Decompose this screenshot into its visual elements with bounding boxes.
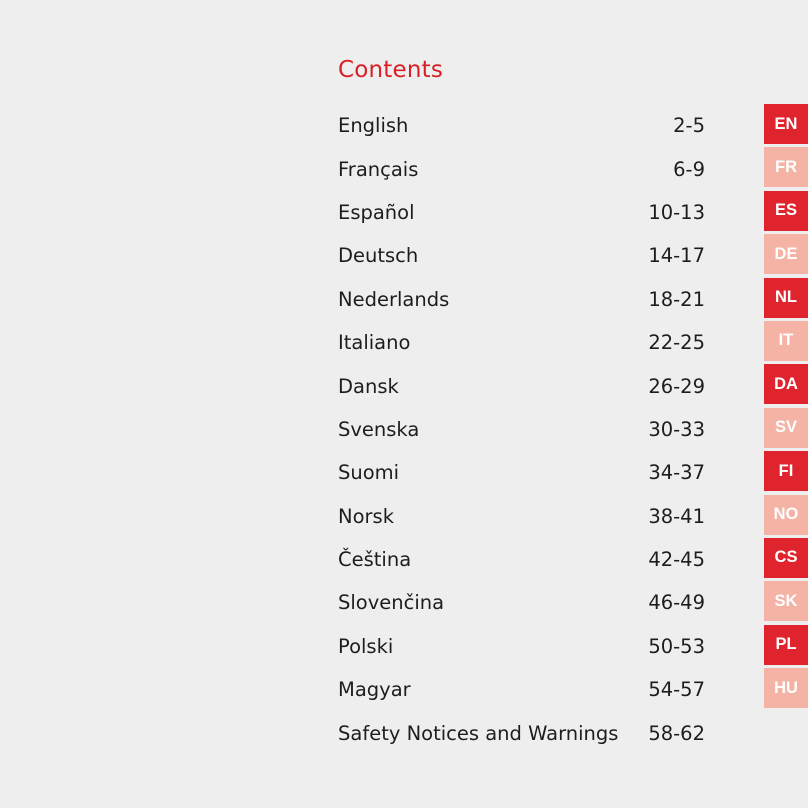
table-of-contents: English 2-5 Français 6-9 Español 10-13 D… bbox=[338, 104, 708, 755]
toc-entry-espanol[interactable]: Español 10-13 bbox=[338, 191, 708, 234]
toc-entry-label: Svenska bbox=[338, 417, 420, 441]
toc-entry-label: Suomi bbox=[338, 461, 400, 485]
toc-entry-svenska[interactable]: Svenska 30-33 bbox=[338, 408, 708, 451]
toc-entry-pages: 30-33 bbox=[648, 417, 705, 441]
toc-entry-safety-notices[interactable]: Safety Notices and Warnings 58-62 bbox=[338, 711, 708, 754]
toc-entry-pages: 6-9 bbox=[673, 157, 705, 181]
toc-entry-cestina[interactable]: Čeština 42-45 bbox=[338, 538, 708, 581]
language-tabs: EN FR ES DE NL IT DA SV FI NO CS SK PL H… bbox=[764, 104, 808, 711]
toc-entry-pages: 50-53 bbox=[648, 634, 705, 658]
toc-entry-label: Magyar bbox=[338, 678, 411, 702]
toc-entry-francais[interactable]: Français 6-9 bbox=[338, 147, 708, 190]
toc-entry-pages: 2-5 bbox=[673, 114, 705, 138]
language-tab-it[interactable]: IT bbox=[764, 320, 808, 361]
toc-entry-pages: 18-21 bbox=[648, 287, 705, 311]
language-tab-en[interactable]: EN bbox=[764, 104, 808, 144]
toc-entry-english[interactable]: English 2-5 bbox=[338, 104, 708, 147]
language-tab-fi[interactable]: FI bbox=[764, 451, 808, 492]
toc-entry-pages: 10-13 bbox=[648, 200, 705, 224]
language-tab-sk[interactable]: SK bbox=[764, 581, 808, 622]
toc-entry-dansk[interactable]: Dansk 26-29 bbox=[338, 364, 708, 407]
toc-entry-deutsch[interactable]: Deutsch 14-17 bbox=[338, 234, 708, 277]
language-tab-de[interactable]: DE bbox=[764, 234, 808, 275]
language-tab-sv[interactable]: SV bbox=[764, 407, 808, 448]
toc-entry-label: Norsk bbox=[338, 504, 394, 528]
toc-entry-label: Deutsch bbox=[338, 244, 419, 268]
toc-entry-label: Italiano bbox=[338, 331, 411, 355]
toc-entry-pages: 22-25 bbox=[648, 331, 705, 355]
language-tab-fr[interactable]: FR bbox=[764, 147, 808, 188]
toc-entry-norsk[interactable]: Norsk 38-41 bbox=[338, 495, 708, 538]
language-tab-es[interactable]: ES bbox=[764, 190, 808, 231]
toc-entry-italiano[interactable]: Italiano 22-25 bbox=[338, 321, 708, 364]
toc-entry-pages: 34-37 bbox=[648, 461, 705, 485]
page-title: Contents bbox=[338, 57, 444, 83]
toc-entry-label: Čeština bbox=[338, 548, 412, 572]
toc-entry-pages: 38-41 bbox=[648, 504, 705, 528]
toc-entry-label: Nederlands bbox=[338, 287, 450, 311]
toc-entry-label: Français bbox=[338, 157, 419, 181]
toc-entry-label: Dansk bbox=[338, 374, 399, 398]
toc-entry-label: Español bbox=[338, 200, 415, 224]
language-tab-da[interactable]: DA bbox=[764, 364, 808, 405]
toc-entry-label: Safety Notices and Warnings bbox=[338, 721, 619, 745]
toc-entry-pages: 54-57 bbox=[648, 678, 705, 702]
toc-entry-pages: 46-49 bbox=[648, 591, 705, 615]
toc-entry-label: Slovenčina bbox=[338, 591, 445, 615]
toc-entry-pages: 14-17 bbox=[648, 244, 705, 268]
toc-entry-pages: 42-45 bbox=[648, 548, 705, 572]
toc-entry-suomi[interactable]: Suomi 34-37 bbox=[338, 451, 708, 494]
toc-entry-nederlands[interactable]: Nederlands 18-21 bbox=[338, 278, 708, 321]
language-tab-pl[interactable]: PL bbox=[764, 624, 808, 665]
language-tab-cs[interactable]: CS bbox=[764, 537, 808, 578]
toc-entry-pages: 58-62 bbox=[648, 721, 705, 745]
toc-entry-label: English bbox=[338, 114, 409, 138]
language-tab-hu[interactable]: HU bbox=[764, 668, 808, 709]
toc-entry-slovencina[interactable]: Slovenčina 46-49 bbox=[338, 581, 708, 624]
toc-entry-label: Polski bbox=[338, 634, 394, 658]
toc-entry-magyar[interactable]: Magyar 54-57 bbox=[338, 668, 708, 711]
toc-entry-pages: 26-29 bbox=[648, 374, 705, 398]
language-tab-nl[interactable]: NL bbox=[764, 277, 808, 318]
toc-entry-polski[interactable]: Polski 50-53 bbox=[338, 625, 708, 668]
language-tab-no[interactable]: NO bbox=[764, 494, 808, 535]
